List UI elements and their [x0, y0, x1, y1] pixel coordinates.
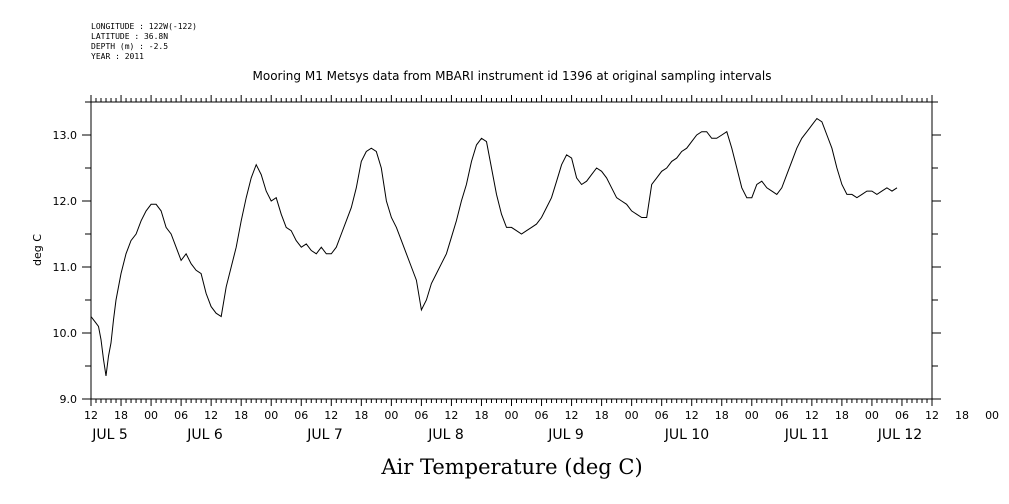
x-tick-label: 06 [535, 409, 549, 422]
series-line [90, 117, 898, 376]
x-tick-label: 18 [955, 409, 969, 422]
x-tick-label: 00 [505, 409, 519, 422]
x-tick-label: 00 [144, 409, 158, 422]
x-tick-label: 12 [204, 409, 218, 422]
x-tick-label: 06 [775, 409, 789, 422]
x-tick-label: 06 [655, 409, 669, 422]
day-label: JUL 6 [186, 427, 223, 443]
y-axis-label: deg C [31, 234, 44, 266]
x-tick-label: 18 [114, 409, 128, 422]
x-tick-label: 18 [595, 409, 609, 422]
x-tick-label: 12 [925, 409, 939, 422]
depth-label: DEPTH (m) : -2.5 [91, 42, 168, 51]
x-axis: 12 18 00 06 12 18 00 06 12 18 00 06 12 18 00 06 12 18 00 06… [84, 95, 999, 422]
day-label: JUL 11 [784, 427, 829, 443]
x-tick-label: 00 [745, 409, 759, 422]
year-label: YEAR : 2011 [91, 52, 144, 61]
x-tick-label: 06 [294, 409, 308, 422]
x-tick-label: 06 [895, 409, 909, 422]
plot-frame [90, 101, 933, 400]
y-tick-label: 9.0 [60, 393, 78, 406]
x-tick-label: 00 [865, 409, 879, 422]
x-tick-label: 18 [835, 409, 849, 422]
x-tick-label: 18 [474, 409, 488, 422]
y-axis: 9.0 10.0 11.0 12.0 13.0 [53, 101, 941, 406]
longitude-label: LONGITUDE : 122W(-122) [91, 22, 197, 31]
day-label: JUL 8 [427, 427, 464, 443]
x-tick-label: 12 [565, 409, 579, 422]
x-tick-label: 12 [805, 409, 819, 422]
x-tick-label: 12 [324, 409, 338, 422]
x-tick-label: 12 [84, 409, 98, 422]
y-tick-label: 12.0 [53, 195, 78, 208]
y-tick-label: 13.0 [53, 129, 78, 142]
latitude-label: LATITUDE : 36.8N [91, 32, 168, 41]
x-tick-label: 18 [354, 409, 368, 422]
day-label: JUL 10 [664, 427, 709, 443]
day-label: JUL 9 [547, 427, 584, 443]
day-label: JUL 7 [306, 427, 343, 443]
y-tick-label: 11.0 [53, 261, 78, 274]
x-tick-label: 00 [985, 409, 999, 422]
day-label: JUL 5 [91, 427, 128, 443]
y-tick-label: 10.0 [53, 327, 78, 340]
x-tick-label: 06 [414, 409, 428, 422]
day-labels: JUL 5 JUL 6 JUL 7 JUL 8 JUL 9 JUL 10 JUL 11 JUL… [91, 427, 922, 443]
x-tick-label: 18 [715, 409, 729, 422]
day-label: JUL 12 [877, 427, 922, 443]
x-tick-label: 06 [174, 409, 188, 422]
x-axis-label: Air Temperature (deg C) [380, 455, 642, 479]
x-tick-label: 18 [234, 409, 248, 422]
x-tick-label: 00 [384, 409, 398, 422]
x-tick-label: 12 [685, 409, 699, 422]
chart-title: Mooring M1 Metsys data from MBARI instru… [253, 69, 772, 83]
x-tick-label: 00 [264, 409, 278, 422]
x-tick-label: 12 [444, 409, 458, 422]
x-tick-label: 00 [625, 409, 639, 422]
